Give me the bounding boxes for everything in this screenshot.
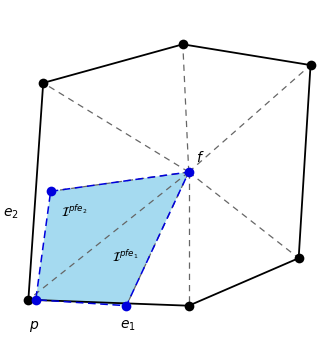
Text: $\mathcal{I}^{pfe_2}$: $\mathcal{I}^{pfe_2}$ [61, 204, 88, 220]
Polygon shape [36, 172, 189, 306]
Text: $e_1$: $e_1$ [120, 319, 136, 334]
Text: $\mathcal{I}^{pfe_1}$: $\mathcal{I}^{pfe_1}$ [112, 249, 138, 265]
Text: $e_2$: $e_2$ [3, 206, 18, 221]
Text: $f$: $f$ [196, 149, 205, 164]
Text: $p$: $p$ [29, 319, 40, 334]
